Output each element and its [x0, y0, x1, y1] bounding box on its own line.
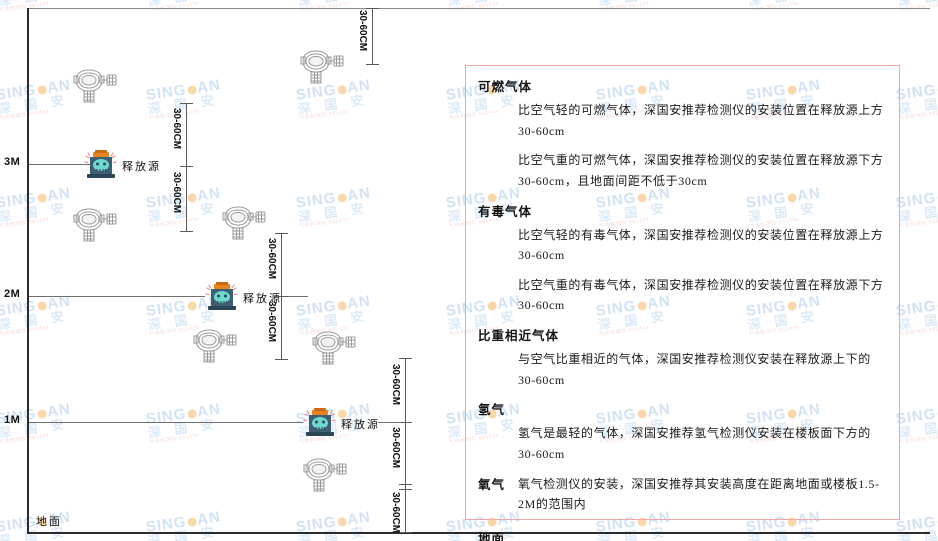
section-heading: 有毒气体 — [478, 204, 533, 219]
gas-detector-icon — [307, 328, 359, 368]
section-paragraph: 与空气比重相近的气体，深国安推荐检测仪安装在释放源上下的30-60cm — [518, 352, 871, 387]
axis-label-1m: 1M — [4, 414, 21, 426]
dimension-label: 30-60CM — [266, 301, 277, 343]
dimension-tick — [399, 532, 412, 533]
section-heading: 比重相近气体 — [478, 329, 560, 343]
dimension-tick — [366, 8, 379, 9]
dimension-tick — [399, 358, 412, 359]
ground-label: 地面 — [36, 516, 62, 528]
dimension-label: 30-60CM — [171, 172, 182, 214]
section-paragraph: 比空气轻的有毒气体，深国安推荐检测仪的安装位置在释放源上方30-60cm — [518, 227, 884, 263]
floor-line — [27, 532, 930, 534]
height-axis-line — [27, 8, 29, 534]
guideline-section-ground: 地面检测仪地面间距，深国安推荐在30-60cm，且不得小于30cm，因为过低容易… — [478, 528, 887, 541]
guideline-section-toxic: 有毒气体比空气轻的有毒气体，深国安推荐检测仪的安装位置在释放源上方30-60cm… — [478, 201, 887, 317]
release-source-label: 释放源 — [243, 293, 282, 305]
release-source-icon — [303, 408, 337, 438]
level-line-2m — [29, 296, 205, 297]
section-heading: 氢气 — [478, 403, 506, 418]
gas-detector-icon — [298, 455, 350, 495]
source-leader-line — [278, 296, 308, 297]
source-leader-line — [378, 422, 406, 423]
guideline-section-hydrogen: 氢气 氢气是最轻的气体，深国安推荐氢气检测仪安装在楼板面下方的30-60cm — [478, 399, 887, 464]
dimension-label: 30-60CM — [390, 427, 401, 469]
gas-detector-icon — [295, 47, 347, 87]
ceiling-line — [27, 8, 930, 9]
dimension-tick — [180, 166, 193, 167]
section-paragraph: 比空气重的可燃气体，深国安推荐检测仪的安装位置在释放源下方30-60cm，且地面… — [518, 153, 884, 188]
dimension-tick — [399, 484, 412, 485]
gas-detector-icon — [188, 326, 240, 366]
dimension-line — [186, 103, 187, 232]
dimension-tick — [275, 359, 288, 360]
section-heading: 可燃气体 — [478, 80, 533, 94]
release-source-icon — [84, 150, 118, 180]
level-line-1m — [29, 422, 303, 423]
release-source-label: 释放源 — [122, 161, 161, 173]
dimension-tick — [275, 296, 288, 297]
dimension-tick — [399, 422, 412, 423]
guideline-section-combustible: 可燃气体比空气轻的可燃气体，深国安推荐检测仪的安装位置在释放源上方30-60cm… — [478, 76, 887, 192]
release-source-icon — [205, 282, 239, 312]
gas-detector-icon — [68, 66, 120, 106]
dimension-label: 30-60CM — [171, 108, 182, 150]
dimension-tick — [366, 64, 379, 65]
axis-label-3m: 3M — [4, 156, 21, 168]
dimension-label: 30-60CM — [357, 10, 368, 52]
section-heading: 地面 — [478, 531, 506, 541]
dimension-tick — [180, 103, 193, 104]
level-line-3m — [29, 164, 99, 165]
section-paragraph: 氢气是最轻的气体，深国安推荐氢气检测仪安装在楼板面下方的30-60cm — [518, 426, 871, 461]
dimension-tick — [275, 233, 288, 234]
section-paragraph: 氧气检测仪的安装，深国安推荐其安装高度在距离地面或楼板1.5-2M的范围内 — [518, 476, 880, 512]
guideline-section-similar-density: 比重相近气体与空气比重相近的气体，深国安推荐检测仪安装在释放源上下的30-60c… — [478, 325, 887, 390]
release-source-label: 释放源 — [341, 419, 380, 431]
dimension-line — [405, 358, 406, 533]
axis-label-2m: 2M — [4, 288, 21, 300]
dimension-tick — [180, 231, 193, 232]
guideline-section-oxygen: 氧气 氧气检测仪的安装，深国安推荐其安装高度在距离地面或楼板1.5-2M的范围内 — [478, 474, 887, 524]
dimension-tick — [399, 489, 412, 490]
section-paragraph: 比空气重的有毒气体，深国安推荐检测仪的安装位置在释放源下方30-60cm — [518, 277, 884, 313]
gas-detector-icon — [68, 205, 120, 245]
gas-detector-icon — [217, 203, 269, 243]
installation-guidelines-panel: 可燃气体比空气轻的可燃气体，深国安推荐检测仪的安装位置在释放源上方30-60cm… — [465, 65, 900, 541]
dimension-label: 30-60CM — [266, 238, 277, 280]
section-paragraph: 比空气轻的可燃气体，深国安推荐检测仪的安装位置在释放源上方30-60cm — [518, 103, 884, 138]
section-heading: 氧气 — [478, 477, 506, 492]
dimension-label: 30-60CM — [390, 364, 401, 406]
dimension-line — [372, 8, 373, 65]
dimension-label: 30-60CM — [390, 492, 401, 534]
